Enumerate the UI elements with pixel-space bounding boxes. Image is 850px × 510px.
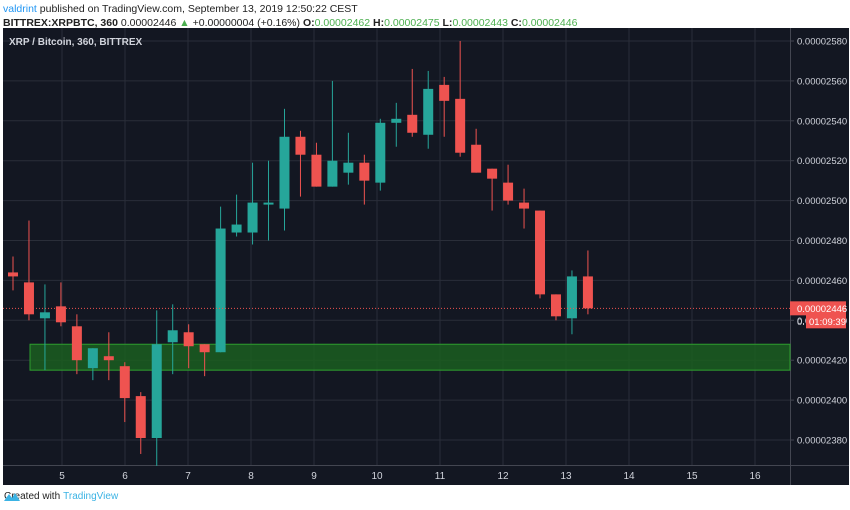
chart-area[interactable]: 5 6 7 8 9 10 11 12 13 14 15 16 0.00002380 0.00002400 0…: [3, 28, 849, 485]
candle-down[interactable]: [519, 202, 530, 209]
x-axis-tick-label: 13: [560, 471, 572, 482]
x-axis-tick-label: 11: [435, 471, 446, 482]
high-value: 0.00002475: [384, 17, 440, 29]
open-label: O:: [302, 17, 315, 29]
created-with-text: Created with: [4, 491, 61, 502]
candle-up[interactable]: [566, 276, 577, 319]
candle-up[interactable]: [247, 202, 258, 233]
y-axis-tick-label: 0.00002480: [797, 236, 847, 247]
candle-down[interactable]: [407, 114, 418, 133]
footer: Created with TradingView: [4, 491, 118, 502]
y-axis-tick-label: 0.00002380: [797, 436, 847, 447]
candle-up[interactable]: [391, 118, 402, 123]
candle-down[interactable]: [23, 282, 34, 315]
high-label: H:: [373, 17, 385, 29]
x-axis-tick-label: 5: [59, 471, 65, 482]
candle-down[interactable]: [103, 356, 114, 361]
candle-down[interactable]: [439, 84, 450, 101]
candle-down[interactable]: [455, 98, 466, 153]
candle-down[interactable]: [119, 366, 130, 399]
up-triangle-icon: ▲: [179, 17, 190, 29]
candle-down[interactable]: [311, 154, 322, 187]
candle-up[interactable]: [423, 88, 434, 135]
y-axis-tick-label: 0.00002540: [797, 116, 847, 127]
candle-down[interactable]: [295, 136, 306, 155]
publish-info: published on TradingView.com, September …: [36, 3, 358, 15]
candle-up[interactable]: [39, 312, 50, 319]
candle-up[interactable]: [343, 162, 354, 173]
x-axis-tick-label: 9: [311, 471, 317, 482]
candlestick-chart[interactable]: 5 6 7 8 9 10 11 12 13 14 15 16 0.00002380 0.00002400 0…: [3, 28, 849, 485]
candle-down[interactable]: [55, 306, 66, 323]
y-axis-tick-label: 0.00002420: [797, 356, 847, 367]
chart-header: valdrint published on TradingView.com, S…: [3, 2, 577, 30]
countdown-badge: [806, 314, 846, 329]
candle-down[interactable]: [135, 396, 146, 439]
candle-down[interactable]: [582, 276, 593, 309]
tradingview-logo-icon: [4, 493, 20, 501]
candle-down[interactable]: [183, 332, 194, 347]
x-axis-tick-label: 12: [497, 471, 509, 482]
y-axis-tick-label: 0.00002400: [797, 396, 847, 407]
candle-up[interactable]: [327, 160, 338, 187]
candle-down[interactable]: [503, 182, 514, 201]
x-axis-tick-label: 15: [686, 471, 698, 482]
candle-down[interactable]: [487, 168, 498, 179]
candle-down[interactable]: [535, 210, 546, 295]
x-axis-tick-label: 10: [371, 471, 383, 482]
candle-down[interactable]: [471, 144, 482, 173]
candle-up[interactable]: [215, 228, 226, 353]
candle-up[interactable]: [279, 136, 290, 209]
y-axis-tick-label: 0.00002520: [797, 156, 847, 167]
countdown-label: 01:09:39: [809, 317, 846, 328]
low-label: L:: [442, 17, 453, 29]
tradingview-link[interactable]: TradingView: [63, 491, 119, 502]
y-axis-tick-label: 0.00002560: [797, 76, 847, 87]
candle-up[interactable]: [151, 344, 162, 439]
symbol-label: BITTREX:XRPBTC, 360: [3, 17, 118, 29]
candle-up[interactable]: [231, 224, 242, 233]
y-axis-tick-label: 0.00002460: [797, 276, 847, 287]
author-link[interactable]: valdrint: [3, 3, 37, 15]
close-label: C:: [510, 17, 522, 29]
current-price-label: 0.00002446: [797, 304, 847, 315]
low-value: 0.00002443: [452, 17, 508, 29]
x-axis-tick-label: 6: [122, 471, 128, 482]
candle-down[interactable]: [550, 294, 561, 317]
publish-line: valdrint published on TradingView.com, S…: [3, 2, 577, 16]
last-price: 0.00002446: [120, 17, 177, 29]
candle-down[interactable]: [8, 272, 18, 277]
close-value: 0.00002446: [521, 17, 578, 29]
candle-down[interactable]: [71, 326, 82, 361]
countdown-prefix: 0.: [797, 317, 805, 328]
candle-up[interactable]: [87, 348, 98, 369]
candle-up[interactable]: [263, 202, 274, 205]
candle-down[interactable]: [359, 162, 370, 181]
open-value: 0.00002462: [314, 17, 371, 29]
x-axis-tick-label: 16: [749, 471, 761, 482]
candle-up[interactable]: [167, 330, 178, 343]
current-price-badge: [790, 301, 846, 316]
x-axis-tick-label: 14: [623, 471, 635, 482]
support-zone-rectangle[interactable]: [29, 343, 791, 371]
ohlc-line: BITTREX:XRPBTC, 360 0.00002446 ▲ +0.0000…: [3, 16, 577, 30]
x-axis-tick-label: 8: [248, 471, 254, 482]
y-axis-tick-label: 0.00002580: [797, 37, 847, 48]
chart-legend-title: XRP / Bitcoin, 360, BITTREX: [9, 37, 143, 48]
x-axis-tick-label: 7: [185, 471, 191, 482]
price-change: +0.00000004 (+0.16%): [192, 17, 301, 29]
y-axis-tick-label: 0.00002500: [797, 196, 847, 207]
candle-up[interactable]: [375, 122, 386, 183]
candle-down[interactable]: [199, 344, 210, 353]
